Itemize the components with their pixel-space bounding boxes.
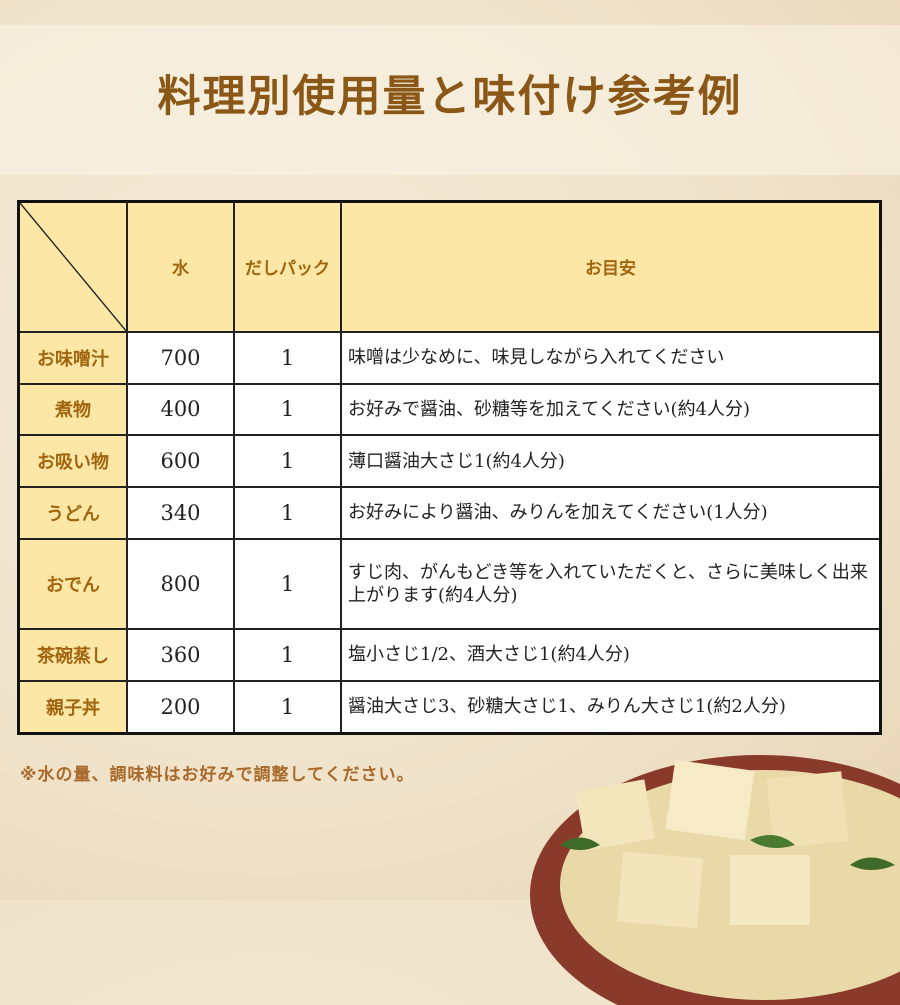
table-row: 親子丼 200 1 醤油大さじ3、砂糖大さじ1、みりん大さじ1(約2人分) [17, 679, 882, 735]
dashi-pack-count-cell: 1 [233, 537, 342, 631]
miso-soup-image [530, 755, 900, 1005]
water-amount-cell: 400 [126, 382, 235, 437]
dashi-pack-count-cell: 1 [233, 382, 342, 437]
dashi-pack-count-cell: 1 [233, 628, 342, 682]
corner-cell [17, 200, 128, 333]
dish-name-cell: おでん [17, 537, 128, 631]
dashi-pack-count-cell: 1 [233, 679, 342, 735]
dish-name-cell: 茶碗蒸し [17, 628, 128, 682]
dish-name-cell: うどん [17, 486, 128, 540]
dish-name-cell: 親子丼 [17, 679, 128, 735]
table-row: お吸い物 600 1 薄口醤油大さじ1(約4人分) [17, 434, 882, 489]
guide-cell: お好みにより醤油、みりんを加えてください(1人分) [340, 486, 882, 540]
header-water: 水 [126, 200, 235, 333]
footnote: ※水の量、調味料はお好みで調整してください。 [20, 765, 415, 785]
guide-cell: すじ肉、がんもどき等を入れていただくと、さらに美味しく出来上がります(約4人分) [340, 537, 882, 631]
water-amount-cell: 800 [126, 537, 235, 631]
dashi-pack-count-cell: 1 [233, 486, 342, 540]
table-row: 煮物 400 1 お好みで醤油、砂糖等を加えてください(約4人分) [17, 382, 882, 437]
water-amount-cell: 700 [126, 330, 235, 385]
dish-name-cell: お味噌汁 [17, 330, 128, 385]
header-row: 水 だしパック お目安 [17, 200, 882, 333]
water-amount-cell: 340 [126, 486, 235, 540]
table-row: うどん 340 1 お好みにより醤油、みりんを加えてください(1人分) [17, 486, 882, 540]
guide-cell: 醤油大さじ3、砂糖大さじ1、みりん大さじ1(約2人分) [340, 679, 882, 735]
dish-name-cell: お吸い物 [17, 434, 128, 489]
dashi-pack-count-cell: 1 [233, 330, 342, 385]
dish-name-cell: 煮物 [17, 382, 128, 437]
header-guide: お目安 [340, 200, 882, 333]
water-amount-cell: 200 [126, 679, 235, 735]
water-amount-cell: 600 [126, 434, 235, 489]
usage-table: 水 だしパック お目安 お味噌汁 700 1 味噌は少なめに、味見しながら入れてくださ… [17, 200, 882, 735]
guide-cell: 薄口醤油大さじ1(約4人分) [340, 434, 882, 489]
table-row: お味噌汁 700 1 味噌は少なめに、味見しながら入れてください [17, 330, 882, 385]
table-row: 茶碗蒸し 360 1 塩小さじ1/2、酒大さじ1(約4人分) [17, 628, 882, 682]
guide-cell: 塩小さじ1/2、酒大さじ1(約4人分) [340, 628, 882, 682]
title-band [0, 25, 900, 175]
guide-cell: お好みで醤油、砂糖等を加えてください(約4人分) [340, 382, 882, 437]
page-title: 料理別使用量と味付け参考例 [157, 72, 743, 122]
dashi-pack-count-cell: 1 [233, 434, 342, 489]
water-amount-cell: 360 [126, 628, 235, 682]
guide-cell: 味噌は少なめに、味見しながら入れてください [340, 330, 882, 385]
table-row: おでん 800 1 すじ肉、がんもどき等を入れていただくと、さらに美味しく出来上がりま… [17, 537, 882, 631]
header-dashi-pack: だしパック [233, 200, 342, 333]
